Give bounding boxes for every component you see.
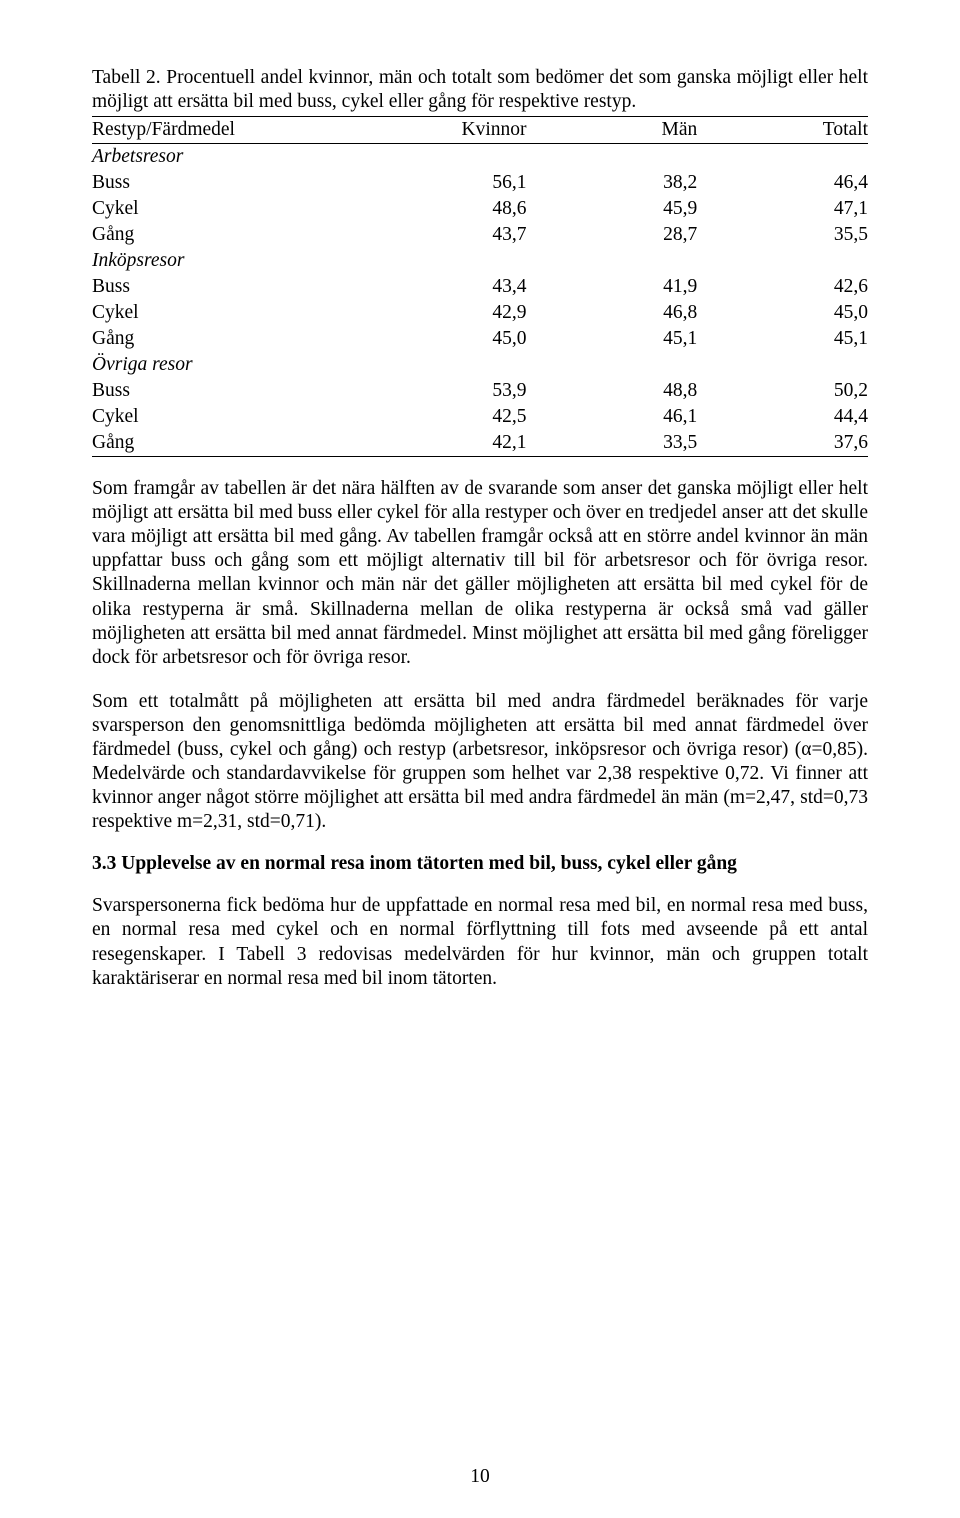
col-header-kvinnor: Kvinnor: [356, 117, 527, 144]
cell: 38,2: [527, 170, 698, 196]
cell: 45,0: [697, 300, 868, 326]
table-section-header: Övriga resor: [92, 352, 868, 378]
table-body: Arbetsresor Buss 56,1 38,2 46,4 Cykel 48…: [92, 144, 868, 457]
cell: 50,2: [697, 378, 868, 404]
table-section-header: Arbetsresor: [92, 144, 868, 171]
col-header-totalt: Totalt: [697, 117, 868, 144]
cell: 45,0: [356, 326, 527, 352]
table-row: Buss 43,4 41,9 42,6: [92, 274, 868, 300]
cell: 46,1: [527, 404, 698, 430]
document-page: Tabell 2. Procentuell andel kvinnor, män…: [0, 0, 960, 1518]
cell: 48,8: [527, 378, 698, 404]
cell: 46,8: [527, 300, 698, 326]
table-row: Gång 42,1 33,5 37,6: [92, 430, 868, 457]
table-row: Gång 43,7 28,7 35,5: [92, 222, 868, 248]
body-paragraph-2: Som ett totalmått på möjligheten att ers…: [92, 690, 868, 835]
cell: 48,6: [356, 196, 527, 222]
col-header-restyp: Restyp/Färdmedel: [92, 117, 356, 144]
cell: 42,9: [356, 300, 527, 326]
percentage-table: Restyp/Färdmedel Kvinnor Män Totalt Arbe…: [92, 116, 868, 457]
cell: 43,4: [356, 274, 527, 300]
row-label: Buss: [92, 170, 356, 196]
cell: 47,1: [697, 196, 868, 222]
section-title: Arbetsresor: [92, 144, 868, 171]
table-caption: Tabell 2. Procentuell andel kvinnor, män…: [92, 66, 868, 115]
body-paragraph-3: Svarspersonerna fick bedöma hur de uppfa…: [92, 894, 868, 991]
cell: 53,9: [356, 378, 527, 404]
row-label: Cykel: [92, 196, 356, 222]
cell: 33,5: [527, 430, 698, 457]
cell: 41,9: [527, 274, 698, 300]
cell: 43,7: [356, 222, 527, 248]
cell: 44,4: [697, 404, 868, 430]
col-header-man: Män: [527, 117, 698, 144]
row-label: Gång: [92, 430, 356, 457]
cell: 45,1: [697, 326, 868, 352]
section-title: Inköpsresor: [92, 248, 868, 274]
cell: 35,5: [697, 222, 868, 248]
cell: 42,5: [356, 404, 527, 430]
page-number: 10: [0, 1466, 960, 1488]
row-label: Cykel: [92, 300, 356, 326]
table-row: Buss 56,1 38,2 46,4: [92, 170, 868, 196]
cell: 45,9: [527, 196, 698, 222]
row-label: Buss: [92, 274, 356, 300]
row-label: Cykel: [92, 404, 356, 430]
table-row: Cykel 48,6 45,9 47,1: [92, 196, 868, 222]
row-label: Gång: [92, 222, 356, 248]
cell: 42,6: [697, 274, 868, 300]
row-label: Buss: [92, 378, 356, 404]
table-header-row: Restyp/Färdmedel Kvinnor Män Totalt: [92, 117, 868, 144]
section-heading: 3.3 Upplevelse av en normal resa inom tä…: [92, 853, 868, 875]
body-paragraph-1: Som framgår av tabellen är det nära hälf…: [92, 477, 868, 670]
cell: 56,1: [356, 170, 527, 196]
cell: 37,6: [697, 430, 868, 457]
table-row: Buss 53,9 48,8 50,2: [92, 378, 868, 404]
cell: 45,1: [527, 326, 698, 352]
cell: 28,7: [527, 222, 698, 248]
table-row: Gång 45,0 45,1 45,1: [92, 326, 868, 352]
table-row: Cykel 42,9 46,8 45,0: [92, 300, 868, 326]
table-row: Cykel 42,5 46,1 44,4: [92, 404, 868, 430]
cell: 46,4: [697, 170, 868, 196]
section-title: Övriga resor: [92, 352, 868, 378]
row-label: Gång: [92, 326, 356, 352]
table-section-header: Inköpsresor: [92, 248, 868, 274]
cell: 42,1: [356, 430, 527, 457]
